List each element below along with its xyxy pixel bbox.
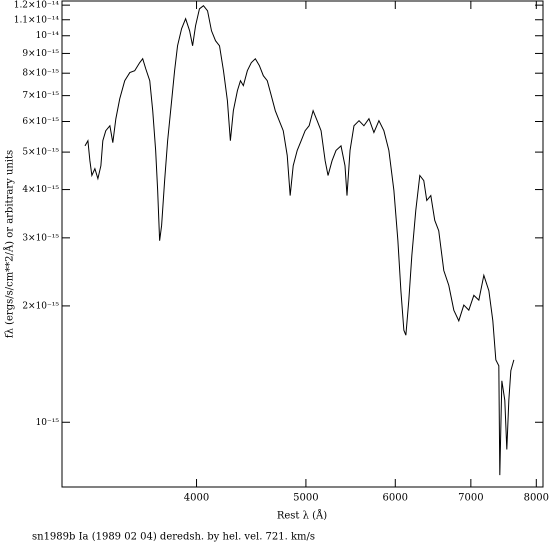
y-tick-label: 10⁻¹⁴ bbox=[36, 31, 60, 41]
y-tick-label: 1.1×10⁻¹⁴ bbox=[14, 15, 60, 25]
y-tick-label: 7×10⁻¹⁵ bbox=[22, 91, 59, 101]
y-tick-label: 8×10⁻¹⁵ bbox=[22, 69, 59, 79]
spectrum-line bbox=[84, 5, 515, 476]
x-tick-label: 6000 bbox=[383, 493, 408, 504]
plot-frame bbox=[61, 0, 544, 488]
x-axis-label: Rest λ (Å) bbox=[277, 510, 327, 522]
y-tick-label: 2×10⁻¹⁵ bbox=[22, 301, 59, 311]
x-tick-label: 8000 bbox=[524, 493, 549, 504]
y-tick-label: 9×10⁻¹⁵ bbox=[22, 49, 59, 59]
caption: sn1989b Ia (1989 02 04) deredsh. by hel.… bbox=[32, 532, 315, 543]
y-tick-label: 10⁻¹⁵ bbox=[36, 418, 60, 428]
x-tick-label: 7000 bbox=[458, 493, 483, 504]
y-axis-label: fλ (ergs/s/cm**2/Å) or arbitrary units bbox=[4, 150, 16, 338]
y-tick-label: 6×10⁻¹⁵ bbox=[22, 117, 59, 127]
x-tick-label: 4000 bbox=[184, 493, 209, 504]
y-tick-label: 3×10⁻¹⁵ bbox=[22, 233, 59, 243]
y-tick-label: 1.2×10⁻¹⁴ bbox=[14, 1, 60, 11]
y-tick-label: 5×10⁻¹⁵ bbox=[22, 148, 59, 158]
x-tick-label: 5000 bbox=[293, 493, 318, 504]
y-tick-label: 4×10⁻¹⁵ bbox=[22, 185, 59, 195]
